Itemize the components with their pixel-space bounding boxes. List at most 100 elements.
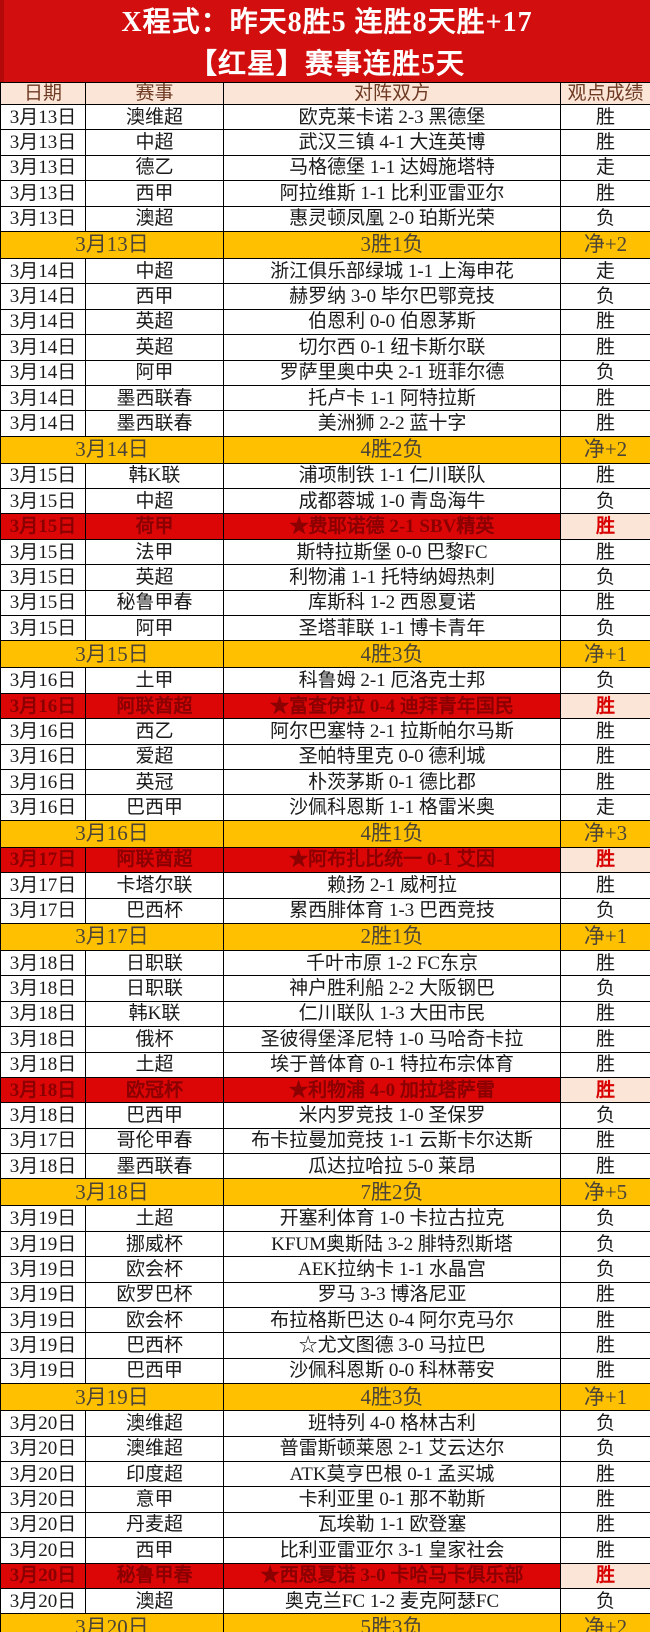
summary-net-cell: 净+2 xyxy=(560,435,650,464)
result-cell: 胜 xyxy=(560,949,650,977)
match-row: 3月18日 日职联 神户胜利船 2-2 大阪钢巴负 xyxy=(0,975,650,1002)
match-row: 3月17日 巴西杯 累西腓体育 1-3 巴西竞技负 xyxy=(0,897,650,924)
match-row: 3月19日 挪威杯 KFUM奥斯陆 3-2 腓特烈斯塔负 xyxy=(0,1230,650,1258)
result-cell: 负 xyxy=(560,564,650,591)
match-row: 3月15日 阿甲 圣塔菲联 1-1 博卡青年负 xyxy=(0,615,650,642)
result-cell: 胜 xyxy=(560,1026,650,1053)
date-cell: 3月18日 xyxy=(0,1051,86,1078)
match-cell: 开塞利体育 1-0 卡拉古拉克 xyxy=(223,1205,561,1232)
match-cell: 圣帕特里克 0-0 德利城 xyxy=(223,743,561,770)
match-cell: 卡利亚里 0-1 那不勒斯 xyxy=(223,1486,561,1513)
match-cell: 瓦埃勒 1-1 欧登塞 xyxy=(223,1511,561,1539)
match-row: 3月14日 西甲 赫罗纳 3-0 毕尔巴鄂竞技负 xyxy=(0,283,650,310)
result-cell: 负 xyxy=(560,1256,650,1283)
league-cell: 墨西联春 xyxy=(85,410,224,437)
date-cell: 3月15日 xyxy=(0,589,86,617)
date-cell: 3月20日 xyxy=(0,1537,86,1564)
match-cell: AEK拉纳卡 1-1 水晶宫 xyxy=(223,1256,561,1283)
match-row: 3月19日 土超 开塞利体育 1-0 卡拉古拉克负 xyxy=(0,1205,650,1232)
match-row-highlight: 3月16日 阿联酋超 ★富查伊拉 0-4 迪拜青年国民胜 xyxy=(0,692,650,720)
summary-row: 3月13日 3胜1负 净+2 xyxy=(0,230,650,259)
result-cell: 胜 xyxy=(560,872,650,899)
match-cell: 班特列 4-0 格林古利 xyxy=(223,1410,561,1437)
date-cell: 3月17日 xyxy=(0,872,86,899)
result-cell: 胜 xyxy=(560,1307,650,1334)
league-cell: 澳维超 xyxy=(85,103,224,131)
match-row: 3月14日 墨西联春 托卢卡 1-1 阿特拉斯胜 xyxy=(0,384,650,412)
league-cell: 西甲 xyxy=(85,1537,224,1564)
summary-date-cell: 3月16日 xyxy=(0,819,224,848)
summary-net-cell: 净+1 xyxy=(560,640,650,669)
match-row: 3月13日 中超 武汉三镇 4-1 大连英博胜 xyxy=(0,129,650,156)
match-row: 3月15日 法甲 斯特拉斯堡 0-0 巴黎FC 胜 xyxy=(0,538,650,566)
result-cell: 胜 xyxy=(560,692,650,720)
match-cell: ★富查伊拉 0-4 迪拜青年国民 xyxy=(223,692,561,720)
date-cell: 3月14日 xyxy=(0,283,86,310)
date-cell: 3月15日 xyxy=(0,615,86,642)
date-cell: 3月13日 xyxy=(0,129,86,156)
date-cell: 3月19日 xyxy=(0,1256,86,1283)
date-cell: 3月20日 xyxy=(0,1486,86,1513)
result-cell: 负 xyxy=(560,1587,650,1615)
date-cell: 3月19日 xyxy=(0,1307,86,1334)
date-cell: 3月14日 xyxy=(0,410,86,437)
result-cell: 胜 xyxy=(560,129,650,156)
match-cell: 赫罗纳 3-0 毕尔巴鄂竞技 xyxy=(223,283,561,310)
match-cell: 奥克兰FC 1-2 麦克阿瑟FC xyxy=(223,1587,561,1615)
match-cell: 累西腓体育 1-3 巴西竞技 xyxy=(223,897,561,924)
match-row: 3月20日 印度超 ATK莫亨巴根 0-1 孟买城胜 xyxy=(0,1460,650,1488)
result-cell: 胜 xyxy=(560,589,650,617)
match-row: 3月17日 卡塔尔联 赖扬 2-1 威柯拉胜 xyxy=(0,872,650,899)
match-row: 3月17日 哥伦甲春 布卡拉曼加竞技 1-1 云斯卡尔达斯胜 xyxy=(0,1127,650,1155)
league-cell: 英冠 xyxy=(85,768,224,796)
date-cell: 3月13日 xyxy=(0,103,86,131)
match-row-highlight: 3月20日 秘鲁甲春 ★西恩夏诺 3-0 卡哈马卡俱乐部胜 xyxy=(0,1562,650,1589)
league-cell: 澳超 xyxy=(85,1587,224,1615)
match-cell: 库斯科 1-2 西恩夏诺 xyxy=(223,589,561,617)
match-row: 3月15日 英超 利物浦 1-1 托特纳姆热刺负 xyxy=(0,564,650,591)
banner-subtitle: 【红星】赛事连胜5天 xyxy=(188,49,465,80)
result-cell: 胜 xyxy=(560,768,650,796)
match-row: 3月20日 澳超 奥克兰FC 1-2 麦克阿瑟FC 负 xyxy=(0,1587,650,1615)
match-row: 3月18日 韩K联 仁川联队 1-3 大田市民胜 xyxy=(0,1000,650,1028)
league-cell: 爱超 xyxy=(85,743,224,770)
result-cell: 胜 xyxy=(560,513,650,540)
summary-row: 3月20日 5胜3负 净+2 xyxy=(0,1613,650,1632)
result-cell: 胜 xyxy=(560,1153,650,1180)
match-cell: 沙佩科恩斯 0-0 科林蒂安 xyxy=(223,1357,561,1385)
date-cell: 3月15日 xyxy=(0,538,86,566)
result-cell: 胜 xyxy=(560,1281,650,1309)
match-cell: 圣塔菲联 1-1 博卡青年 xyxy=(223,615,561,642)
match-cell: 马格德堡 1-1 达姆施塔特 xyxy=(223,154,561,182)
date-cell: 3月18日 xyxy=(0,1026,86,1053)
match-cell: 埃于普体育 0-1 特拉布宗体育 xyxy=(223,1051,561,1078)
summary-date-cell: 3月20日 xyxy=(0,1613,224,1632)
summary-date-cell: 3月19日 xyxy=(0,1383,224,1412)
match-cell: ★西恩夏诺 3-0 卡哈马卡俱乐部 xyxy=(223,1562,561,1589)
league-cell: 西乙 xyxy=(85,718,224,745)
date-cell: 3月20日 xyxy=(0,1460,86,1488)
match-cell: 圣彼得堡泽尼特 1-0 马哈奇卡拉 xyxy=(223,1026,561,1053)
banner-title: X程式：昨天8胜5 连胜8天胜+17 xyxy=(121,7,533,38)
match-row: 3月14日 英超 伯恩利 0-0 伯恩茅斯胜 xyxy=(0,308,650,336)
date-cell: 3月19日 xyxy=(0,1230,86,1258)
match-cell: KFUM奥斯陆 3-2 腓特烈斯塔 xyxy=(223,1230,561,1258)
match-cell: 伯恩利 0-0 伯恩茅斯 xyxy=(223,308,561,336)
match-cell: 武汉三镇 4-1 大连英博 xyxy=(223,129,561,156)
league-cell: 墨西联春 xyxy=(85,384,224,412)
date-cell: 3月16日 xyxy=(0,692,86,720)
summary-date-cell: 3月14日 xyxy=(0,435,224,464)
league-cell: 土超 xyxy=(85,1205,224,1232)
date-cell: 3月13日 xyxy=(0,180,86,207)
match-row: 3月19日 欧会杯 AEK拉纳卡 1-1 水晶宫负 xyxy=(0,1256,650,1283)
date-cell: 3月16日 xyxy=(0,743,86,770)
summary-record-cell: 4胜3负 xyxy=(223,1383,561,1412)
result-cell: 胜 xyxy=(560,1332,650,1359)
match-cell: 欧克莱卡诺 2-3 黑德堡 xyxy=(223,103,561,131)
league-cell: 荷甲 xyxy=(85,513,224,540)
result-cell: 胜 xyxy=(560,334,650,361)
result-cell: 负 xyxy=(560,1410,650,1437)
result-cell: 负 xyxy=(560,488,650,515)
league-cell: 丹麦超 xyxy=(85,1511,224,1539)
